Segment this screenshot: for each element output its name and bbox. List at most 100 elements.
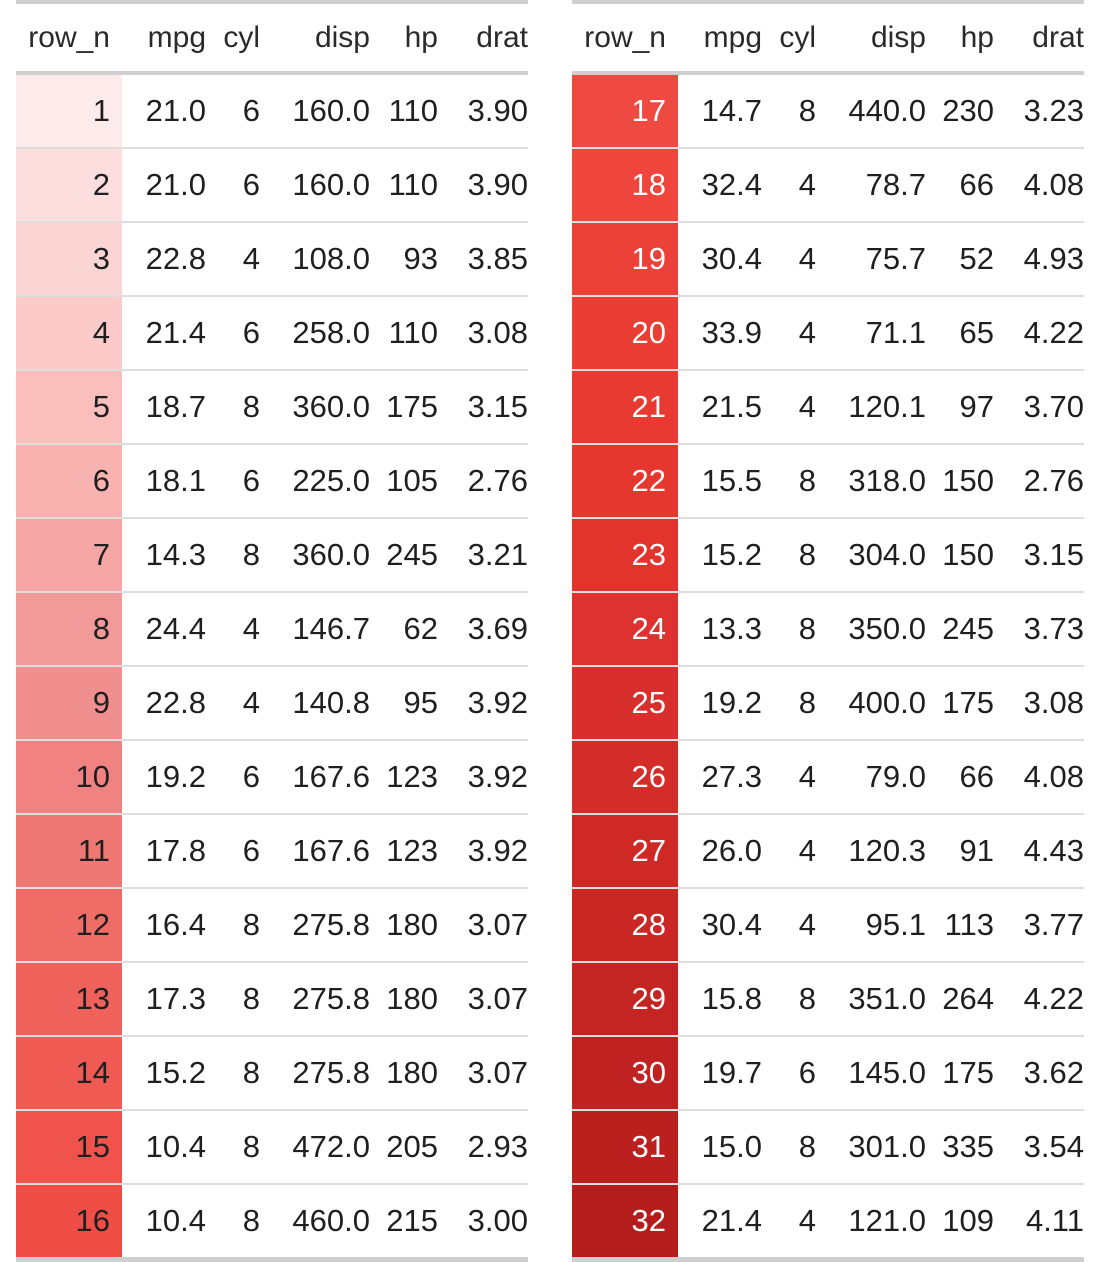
- column-header-cyl[interactable]: cyl: [762, 0, 816, 75]
- cell-cyl: 8: [206, 888, 260, 963]
- column-header-drat[interactable]: drat: [438, 0, 528, 75]
- cell-cyl: 6: [206, 73, 260, 149]
- column-header-hp[interactable]: hp: [370, 0, 438, 75]
- cell-hp: 66: [926, 148, 994, 223]
- cell-cyl: 4: [762, 296, 816, 371]
- table-row[interactable]: 3 22.8 4 108.0 93 3.85: [16, 222, 528, 297]
- cell-disp: 78.7: [816, 148, 926, 223]
- cell-drat: 3.92: [438, 814, 528, 889]
- cell-disp: 350.0: [816, 592, 926, 667]
- cell-disp: 95.1: [816, 888, 926, 963]
- cell-cyl: 8: [206, 1110, 260, 1185]
- table-row[interactable]: 21 21.5 4 120.1 97 3.70: [572, 370, 1084, 445]
- cell-hp: 180: [370, 888, 438, 963]
- column-header-mpg[interactable]: mpg: [122, 0, 206, 75]
- cell-drat: 3.90: [438, 148, 528, 223]
- cell-drat: 4.22: [994, 962, 1084, 1037]
- cell-row-n: 26: [572, 740, 678, 815]
- cell-hp: 93: [370, 222, 438, 297]
- cell-drat: 3.92: [438, 740, 528, 815]
- cell-disp: 301.0: [816, 1110, 926, 1185]
- table-row[interactable]: 32 21.4 4 121.0 109 4.11: [572, 1184, 1084, 1262]
- cell-hp: 95: [370, 666, 438, 741]
- table-row[interactable]: 20 33.9 4 71.1 65 4.22: [572, 296, 1084, 371]
- table-row[interactable]: 31 15.0 8 301.0 335 3.54: [572, 1110, 1084, 1185]
- table-row[interactable]: 9 22.8 4 140.8 95 3.92: [16, 666, 528, 741]
- table-row[interactable]: 24 13.3 8 350.0 245 3.73: [572, 592, 1084, 667]
- cell-hp: 65: [926, 296, 994, 371]
- cell-cyl: 4: [762, 1184, 816, 1262]
- table-row[interactable]: 28 30.4 4 95.1 113 3.77: [572, 888, 1084, 963]
- cell-row-n: 25: [572, 666, 678, 741]
- cell-hp: 175: [926, 1036, 994, 1111]
- cell-cyl: 8: [762, 73, 816, 149]
- table-row[interactable]: 23 15.2 8 304.0 150 3.15: [572, 518, 1084, 593]
- column-header-mpg[interactable]: mpg: [678, 0, 762, 75]
- header-row: row_n mpg cyl disp hp drat: [16, 0, 528, 75]
- table-row[interactable]: 19 30.4 4 75.7 52 4.93: [572, 222, 1084, 297]
- table-row[interactable]: 16 10.4 8 460.0 215 3.00: [16, 1184, 528, 1262]
- column-header-row-n[interactable]: row_n: [572, 0, 678, 75]
- table-row[interactable]: 27 26.0 4 120.3 91 4.43: [572, 814, 1084, 889]
- cell-drat: 4.08: [994, 740, 1084, 815]
- cell-row-n: 29: [572, 962, 678, 1037]
- cell-hp: 175: [370, 370, 438, 445]
- table-row[interactable]: 6 18.1 6 225.0 105 2.76: [16, 444, 528, 519]
- table-row[interactable]: 14 15.2 8 275.8 180 3.07: [16, 1036, 528, 1111]
- cell-hp: 245: [370, 518, 438, 593]
- table-row[interactable]: 13 17.3 8 275.8 180 3.07: [16, 962, 528, 1037]
- cell-drat: 4.11: [994, 1184, 1084, 1262]
- table-row[interactable]: 11 17.8 6 167.6 123 3.92: [16, 814, 528, 889]
- column-header-cyl[interactable]: cyl: [206, 0, 260, 75]
- cell-disp: 318.0: [816, 444, 926, 519]
- table-row[interactable]: 30 19.7 6 145.0 175 3.62: [572, 1036, 1084, 1111]
- table-row[interactable]: 29 15.8 8 351.0 264 4.22: [572, 962, 1084, 1037]
- table-row[interactable]: 5 18.7 8 360.0 175 3.15: [16, 370, 528, 445]
- column-header-drat[interactable]: drat: [994, 0, 1084, 75]
- cell-disp: 304.0: [816, 518, 926, 593]
- table-row[interactable]: 1 21.0 6 160.0 110 3.90: [16, 73, 528, 149]
- cell-mpg: 33.9: [678, 296, 762, 371]
- cell-row-n: 15: [16, 1110, 122, 1185]
- table-row[interactable]: 12 16.4 8 275.8 180 3.07: [16, 888, 528, 963]
- table-row[interactable]: 26 27.3 4 79.0 66 4.08: [572, 740, 1084, 815]
- cell-drat: 3.23: [994, 73, 1084, 149]
- column-header-row-n[interactable]: row_n: [16, 0, 122, 75]
- cell-disp: 360.0: [260, 370, 370, 445]
- table-row[interactable]: 10 19.2 6 167.6 123 3.92: [16, 740, 528, 815]
- table-row[interactable]: 4 21.4 6 258.0 110 3.08: [16, 296, 528, 371]
- table-row[interactable]: 7 14.3 8 360.0 245 3.21: [16, 518, 528, 593]
- cell-drat: 3.73: [994, 592, 1084, 667]
- column-header-disp[interactable]: disp: [816, 0, 926, 75]
- table-row[interactable]: 25 19.2 8 400.0 175 3.08: [572, 666, 1084, 741]
- cell-cyl: 4: [762, 888, 816, 963]
- column-header-disp[interactable]: disp: [260, 0, 370, 75]
- table-row[interactable]: 22 15.5 8 318.0 150 2.76: [572, 444, 1084, 519]
- cell-cyl: 4: [762, 740, 816, 815]
- cell-row-n: 11: [16, 814, 122, 889]
- cell-hp: 52: [926, 222, 994, 297]
- column-header-hp[interactable]: hp: [926, 0, 994, 75]
- table-row[interactable]: 8 24.4 4 146.7 62 3.69: [16, 592, 528, 667]
- cell-disp: 71.1: [816, 296, 926, 371]
- cell-hp: 205: [370, 1110, 438, 1185]
- cell-cyl: 8: [762, 1110, 816, 1185]
- cell-disp: 275.8: [260, 962, 370, 1037]
- cell-hp: 230: [926, 73, 994, 149]
- table-row[interactable]: 2 21.0 6 160.0 110 3.90: [16, 148, 528, 223]
- cell-drat: 3.21: [438, 518, 528, 593]
- table-row[interactable]: 15 10.4 8 472.0 205 2.93: [16, 1110, 528, 1185]
- table-row[interactable]: 18 32.4 4 78.7 66 4.08: [572, 148, 1084, 223]
- cell-cyl: 8: [206, 370, 260, 445]
- cell-drat: 3.77: [994, 888, 1084, 963]
- table-row[interactable]: 17 14.7 8 440.0 230 3.23: [572, 73, 1084, 149]
- cell-mpg: 22.8: [122, 222, 206, 297]
- cell-mpg: 19.2: [678, 666, 762, 741]
- cell-cyl: 8: [762, 592, 816, 667]
- cell-disp: 351.0: [816, 962, 926, 1037]
- cell-hp: 105: [370, 444, 438, 519]
- cell-hp: 150: [926, 518, 994, 593]
- cell-mpg: 21.4: [678, 1184, 762, 1262]
- cell-row-n: 10: [16, 740, 122, 815]
